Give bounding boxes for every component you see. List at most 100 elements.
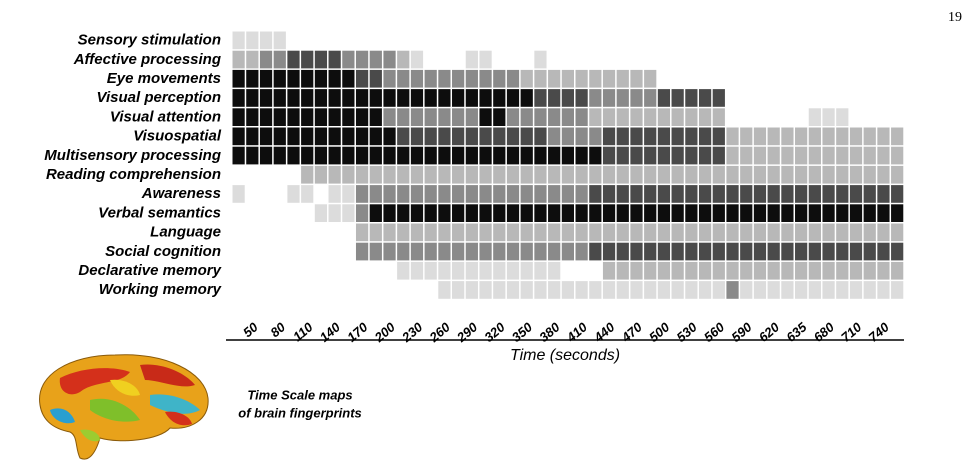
cell	[768, 166, 780, 184]
cell	[438, 204, 450, 222]
cell	[342, 147, 354, 165]
cell	[466, 204, 478, 222]
cell	[521, 262, 533, 280]
cell	[397, 108, 409, 126]
cell	[630, 281, 642, 299]
cell	[274, 32, 286, 50]
cell	[576, 281, 588, 299]
x-tick-label: 230	[398, 319, 426, 346]
cell	[397, 204, 409, 222]
x-axis-title: Time (seconds)	[510, 347, 620, 364]
cell	[425, 224, 437, 242]
cell	[479, 262, 491, 280]
cell	[644, 243, 656, 261]
cell	[383, 128, 395, 146]
cell	[589, 224, 601, 242]
cell	[301, 51, 313, 69]
cell	[685, 224, 697, 242]
cell	[713, 224, 725, 242]
cell	[370, 147, 382, 165]
cell	[822, 243, 834, 261]
cell	[383, 243, 395, 261]
cell	[370, 108, 382, 126]
x-tick-label: 350	[509, 319, 536, 345]
cell	[287, 147, 299, 165]
cell	[466, 128, 478, 146]
cell	[699, 262, 711, 280]
x-tick-label: 530	[673, 319, 700, 345]
cell	[891, 147, 903, 165]
cell	[617, 166, 629, 184]
cell	[603, 204, 615, 222]
row-label: Working memory	[99, 281, 222, 298]
cell	[479, 51, 491, 69]
cell	[630, 262, 642, 280]
cell	[740, 281, 752, 299]
page: {"page_number": "19", "chart_data": {"ty…	[0, 0, 971, 464]
cell	[630, 147, 642, 165]
cell	[370, 185, 382, 203]
cell	[452, 128, 464, 146]
cell	[809, 262, 821, 280]
cell	[521, 185, 533, 203]
cell	[672, 89, 684, 107]
cell	[864, 147, 876, 165]
cell	[466, 70, 478, 88]
cell	[877, 262, 889, 280]
x-tick-label: 500	[646, 319, 673, 345]
brain-illustration	[40, 355, 209, 459]
cell	[713, 147, 725, 165]
cell	[740, 243, 752, 261]
cell	[370, 166, 382, 184]
cell	[274, 51, 286, 69]
cell	[521, 204, 533, 222]
cell	[507, 147, 519, 165]
cell	[438, 262, 450, 280]
cell	[479, 108, 491, 126]
cell	[713, 281, 725, 299]
cell	[507, 224, 519, 242]
cell	[726, 185, 738, 203]
cell	[370, 204, 382, 222]
cell	[836, 224, 848, 242]
cell	[809, 204, 821, 222]
cell	[809, 185, 821, 203]
cell	[864, 204, 876, 222]
cell	[836, 185, 848, 203]
cell	[754, 204, 766, 222]
cell	[260, 128, 272, 146]
cell	[370, 243, 382, 261]
cell	[246, 51, 258, 69]
cell	[466, 147, 478, 165]
cell	[466, 262, 478, 280]
cell	[479, 70, 491, 88]
cell	[466, 281, 478, 299]
cell	[356, 166, 368, 184]
cell	[438, 166, 450, 184]
cell	[370, 224, 382, 242]
cell	[411, 108, 423, 126]
cell	[603, 89, 615, 107]
cell	[287, 185, 299, 203]
cell	[699, 185, 711, 203]
cell	[383, 89, 395, 107]
cell	[754, 262, 766, 280]
cell	[768, 204, 780, 222]
figure: 19 Time (seconds) Time Scale maps of bra…	[0, 0, 971, 464]
cell	[425, 128, 437, 146]
cell	[493, 185, 505, 203]
cell	[452, 204, 464, 222]
cell	[576, 70, 588, 88]
cell	[822, 281, 834, 299]
cell	[534, 281, 546, 299]
row-label: Awareness	[141, 185, 221, 202]
cell	[479, 166, 491, 184]
cell	[287, 128, 299, 146]
cell	[713, 262, 725, 280]
cell	[233, 51, 245, 69]
cell	[795, 204, 807, 222]
cell	[383, 70, 395, 88]
cell	[507, 128, 519, 146]
cell	[685, 281, 697, 299]
cell	[356, 224, 368, 242]
